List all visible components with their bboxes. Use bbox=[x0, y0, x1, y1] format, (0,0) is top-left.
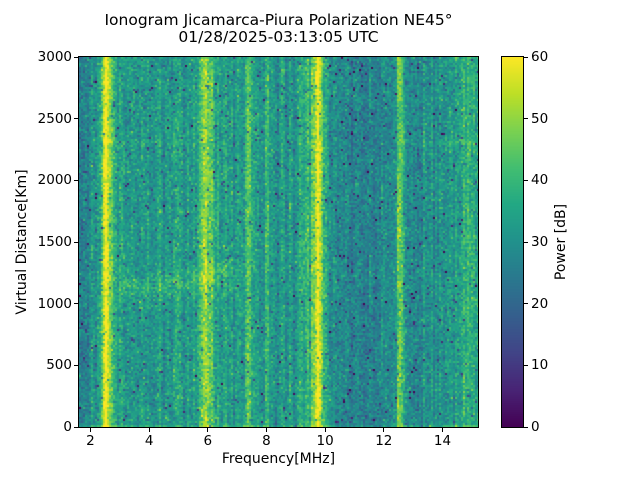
x-tick-label: 2 bbox=[86, 433, 95, 449]
y-tick-mark bbox=[74, 303, 78, 305]
x-tick-mark bbox=[148, 428, 150, 432]
plot-title: Ionogram Jicamarca-Piura Polarization NE… bbox=[104, 11, 453, 29]
plot-title-block: Ionogram Jicamarca-Piura Polarization NE… bbox=[79, 12, 478, 46]
colorbar-tick-mark bbox=[524, 56, 528, 58]
colorbar-tick-label: 40 bbox=[531, 172, 549, 189]
colorbar-tick-mark bbox=[524, 303, 528, 305]
x-tick-mark bbox=[265, 428, 267, 432]
colorbar-tick-label: 20 bbox=[531, 295, 549, 312]
colorbar-gradient bbox=[502, 57, 523, 427]
x-tick-mark bbox=[324, 428, 326, 432]
x-tick-label: 4 bbox=[144, 433, 154, 449]
x-tick-label: 10 bbox=[316, 433, 334, 449]
x-tick-mark bbox=[207, 428, 209, 432]
x-tick-mark bbox=[383, 428, 385, 432]
ionogram-heatmap bbox=[79, 57, 478, 427]
colorbar-tick-mark bbox=[524, 241, 528, 243]
y-tick-label: 0 bbox=[63, 419, 72, 435]
x-tick-mark bbox=[442, 428, 443, 432]
colorbar-tick-label: 30 bbox=[531, 234, 549, 250]
y-tick-mark bbox=[74, 241, 78, 243]
y-tick-label: 2500 bbox=[37, 110, 72, 127]
y-tick-mark bbox=[74, 426, 78, 428]
x-tick-label: 14 bbox=[433, 433, 452, 449]
x-tick-label: 12 bbox=[375, 433, 393, 449]
y-tick-label: 1500 bbox=[37, 234, 72, 250]
x-tick-mark bbox=[89, 428, 91, 432]
x-tick-label: 6 bbox=[203, 433, 213, 449]
plot-subtitle: 01/28/2025-03:13:05 UTC bbox=[178, 28, 379, 46]
y-tick-label: 3000 bbox=[37, 49, 72, 65]
colorbar-tick-mark bbox=[524, 179, 528, 181]
colorbar-tick-label: 60 bbox=[531, 49, 549, 65]
y-tick-mark bbox=[74, 179, 78, 181]
y-tick-label: 500 bbox=[46, 357, 72, 374]
colorbar-tick-mark bbox=[524, 118, 528, 120]
plot-area bbox=[78, 56, 479, 428]
colorbar-tick-label: 10 bbox=[531, 357, 549, 374]
y-tick-mark bbox=[74, 364, 78, 366]
y-tick-mark bbox=[74, 118, 78, 120]
colorbar-tick-mark bbox=[524, 426, 528, 428]
x-tick-label: 8 bbox=[262, 433, 271, 449]
colorbar-tick-label: 0 bbox=[531, 419, 540, 435]
y-tick-mark bbox=[74, 56, 78, 58]
y-tick-label: 1000 bbox=[37, 295, 72, 312]
colorbar bbox=[501, 56, 524, 428]
x-axis-label: Frequency[MHz] bbox=[221, 451, 336, 467]
colorbar-tick-mark bbox=[524, 364, 528, 366]
colorbar-tick-label: 50 bbox=[531, 110, 549, 127]
y-tick-label: 2000 bbox=[37, 172, 72, 189]
